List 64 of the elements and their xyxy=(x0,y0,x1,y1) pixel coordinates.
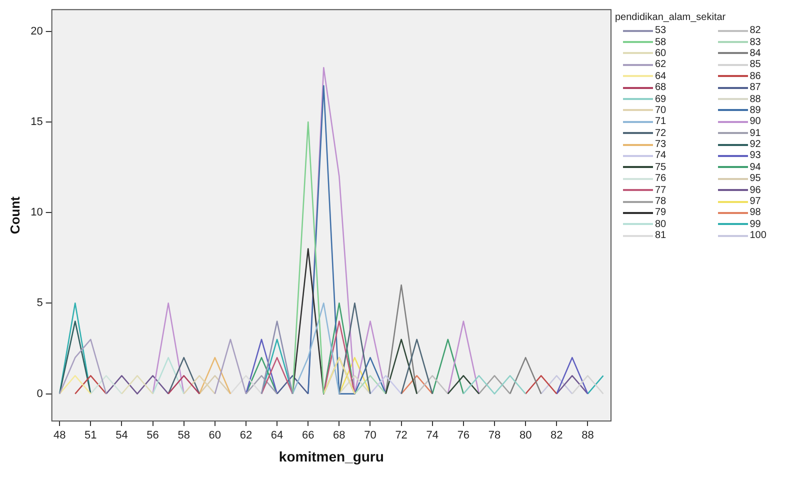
legend-label: 81 xyxy=(655,230,666,242)
y-tick-label: 15 xyxy=(30,116,43,128)
legend-label: 64 xyxy=(655,70,666,82)
x-tick-label: 72 xyxy=(395,430,408,442)
legend-label: 95 xyxy=(750,173,761,184)
y-tick-label: 5 xyxy=(36,297,43,310)
legend-label: 72 xyxy=(655,128,666,139)
legend-label: 60 xyxy=(655,48,666,59)
legend-label: 74 xyxy=(655,150,666,162)
x-tick-label: 74 xyxy=(426,430,439,442)
legend-label: 83 xyxy=(750,36,761,48)
x-tick-label: 66 xyxy=(302,430,314,442)
legend-label: 76 xyxy=(655,173,666,184)
legend-label: 99 xyxy=(750,218,761,230)
legend-title: pendidikan_alam_sekitar xyxy=(615,12,727,23)
legend-label: 58 xyxy=(655,36,666,48)
x-tick-label: 60 xyxy=(208,430,222,442)
legend-label: 91 xyxy=(750,128,761,139)
legend-label: 71 xyxy=(655,116,666,128)
legend-label: 92 xyxy=(750,139,761,150)
legend-label: 62 xyxy=(655,59,666,70)
x-tick-label: 62 xyxy=(240,430,252,442)
y-tick-label: 20 xyxy=(30,25,43,38)
legend-label: 89 xyxy=(750,104,761,116)
legend-label: 100 xyxy=(750,230,766,242)
legend-label: 84 xyxy=(750,48,761,59)
legend-label: 68 xyxy=(655,82,666,94)
legend-label: 80 xyxy=(655,218,666,230)
legend-label: 98 xyxy=(750,207,761,218)
legend-label: 78 xyxy=(655,196,666,208)
legend-label: 69 xyxy=(655,94,666,105)
x-tick-label: 54 xyxy=(116,430,128,442)
x-tick-label: 76 xyxy=(457,430,470,442)
y-axis-title: Count xyxy=(7,196,22,234)
legend-label: 86 xyxy=(750,70,761,82)
legend-label: 73 xyxy=(655,139,666,150)
x-axis-title: komitmen_guru xyxy=(278,448,384,464)
legend-label: 82 xyxy=(750,25,761,36)
legend-label: 87 xyxy=(750,82,761,94)
x-tick-label: 64 xyxy=(270,430,284,442)
legend-label: 94 xyxy=(750,162,761,173)
legend-label: 85 xyxy=(750,59,761,70)
x-tick-label: 88 xyxy=(582,430,594,442)
legend-label: 88 xyxy=(750,94,761,105)
legend-label: 93 xyxy=(750,150,761,162)
x-tick-label: 51 xyxy=(84,430,97,442)
x-tick-label: 56 xyxy=(146,430,159,442)
x-tick-label: 70 xyxy=(364,430,376,442)
legend-label: 96 xyxy=(750,184,761,196)
x-tick-label: 68 xyxy=(333,430,346,442)
legend-label: 90 xyxy=(750,116,761,128)
x-tick-label: 80 xyxy=(519,430,532,442)
x-tick-label: 48 xyxy=(53,430,66,442)
y-tick-label: 10 xyxy=(30,206,43,219)
x-tick-label: 78 xyxy=(488,430,501,442)
legend-label: 97 xyxy=(750,196,761,208)
y-tick-label: 0 xyxy=(36,388,43,400)
x-tick-label: 82 xyxy=(550,430,563,442)
x-tick-label: 58 xyxy=(178,430,190,442)
legend-label: 75 xyxy=(655,162,666,173)
legend-label: 53 xyxy=(655,25,666,36)
legend-label: 77 xyxy=(655,184,666,196)
legend-label: 79 xyxy=(655,207,666,218)
legend-label: 70 xyxy=(655,104,666,116)
